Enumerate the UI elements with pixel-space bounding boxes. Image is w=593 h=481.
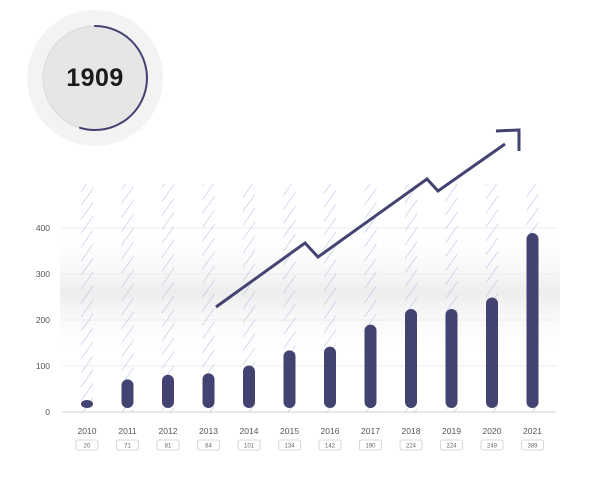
x-tick-label: 2012 xyxy=(159,426,178,436)
bar-2018 xyxy=(405,308,417,408)
gridlines xyxy=(62,227,556,413)
x-tick-label: 2010 xyxy=(78,426,97,436)
value-label: 101 xyxy=(244,444,255,450)
x-axis: 2010 2011 2012 2013 2014 2015 2016 2017 2018 2019… xyxy=(78,426,543,436)
value-label: 224 xyxy=(446,444,457,450)
x-tick-label: 2013 xyxy=(199,426,218,436)
value-label-box xyxy=(318,439,342,451)
value-label: 81 xyxy=(165,444,172,450)
value-label-box xyxy=(116,439,139,451)
bar-2016 xyxy=(324,346,336,408)
value-label-box xyxy=(156,439,180,451)
bar-2017 xyxy=(364,324,377,408)
bar-2012 xyxy=(162,374,174,408)
value-label-box xyxy=(440,439,463,451)
y-tick-label: 200 xyxy=(36,315,50,325)
bar-2011 xyxy=(121,379,134,408)
badge-value: 1909 xyxy=(66,63,124,92)
value-label-box xyxy=(521,439,544,451)
value-label: 249 xyxy=(487,444,498,450)
value-label: 84 xyxy=(205,444,212,450)
hatch-column xyxy=(243,184,255,412)
value-label-box xyxy=(359,439,382,451)
y-tick-label: 0 xyxy=(45,407,50,417)
value-label: 71 xyxy=(124,444,131,450)
x-tick-label: 2014 xyxy=(240,426,259,436)
value-label-box xyxy=(75,439,99,451)
y-tick-label: 400 xyxy=(36,223,50,233)
badge-ring xyxy=(42,25,148,131)
x-tick-label: 2020 xyxy=(483,426,502,436)
value-label: 134 xyxy=(284,444,295,450)
x-tick-label: 2017 xyxy=(361,426,380,436)
value-label-box xyxy=(237,439,261,451)
value-label: 224 xyxy=(406,444,417,450)
x-tick-label: 2018 xyxy=(402,426,421,436)
trend-arrow xyxy=(215,128,521,309)
value-label-box xyxy=(399,439,423,451)
bars xyxy=(81,233,539,408)
total-badge: 1909 xyxy=(27,10,163,146)
trend-line xyxy=(215,142,506,309)
x-tick-label: 2015 xyxy=(280,426,299,436)
trend-arrowhead xyxy=(495,128,521,151)
value-labels: 20 71 81 84 101 134 142 190 224 224 249 389 xyxy=(75,439,544,451)
x-tick-label: 2011 xyxy=(118,426,137,436)
bar-2015 xyxy=(283,350,296,408)
value-label-box xyxy=(480,439,504,451)
badge-progress-arc xyxy=(79,25,148,131)
bar-2019 xyxy=(445,308,458,408)
bar-2014 xyxy=(243,365,255,408)
value-label: 20 xyxy=(84,444,91,450)
bar-2020 xyxy=(486,297,498,408)
bar-2010 xyxy=(81,400,93,408)
value-label: 142 xyxy=(325,444,336,450)
value-label-box xyxy=(278,439,301,451)
bar-2021 xyxy=(526,233,539,408)
hatch-column xyxy=(202,184,215,412)
hatch-column xyxy=(121,184,134,412)
bar-2013 xyxy=(202,373,215,408)
x-tick-label: 2016 xyxy=(321,426,340,436)
hatch-column xyxy=(81,184,93,412)
y-tick-label: 300 xyxy=(36,269,50,279)
y-axis: 0 100 200 300 400 xyxy=(36,223,50,417)
x-tick-label: 2021 xyxy=(523,426,542,436)
y-tick-label: 100 xyxy=(36,361,50,371)
value-label: 389 xyxy=(527,444,538,450)
value-label: 190 xyxy=(365,444,376,450)
value-label-box xyxy=(197,439,220,451)
hatch-column xyxy=(162,184,174,412)
x-tick-label: 2019 xyxy=(442,426,461,436)
